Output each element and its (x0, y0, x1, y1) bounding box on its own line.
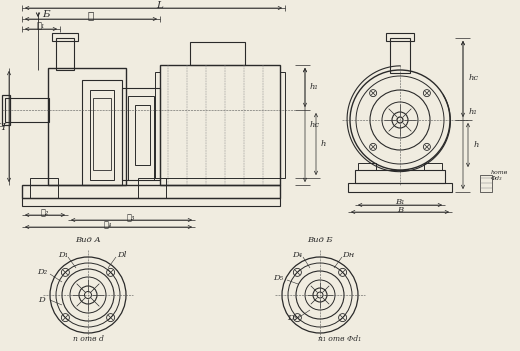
Bar (2, 95, 10, 125)
Bar (135, 105, 150, 165)
Bar (138, 185, 166, 198)
Text: n отв d: n отв d (73, 335, 103, 343)
Text: D₄: D₄ (292, 251, 302, 259)
Bar (424, 163, 442, 170)
Bar (90, 90, 114, 180)
Text: B: B (397, 206, 403, 214)
Text: hотв: hотв (491, 170, 508, 174)
Bar (5, 98, 49, 122)
Bar (122, 88, 160, 180)
Bar (22, 185, 280, 198)
Text: Б: Б (42, 10, 49, 19)
Bar (358, 163, 376, 170)
Bar (30, 185, 58, 198)
Text: D₂: D₂ (37, 268, 47, 276)
Text: ℓ₃: ℓ₃ (127, 214, 135, 222)
Text: Вид Б: Вид Б (307, 236, 333, 244)
Text: D₅: D₅ (273, 274, 283, 282)
Text: L: L (157, 0, 163, 9)
Bar (155, 72, 160, 178)
Bar (48, 68, 126, 185)
Bar (93, 98, 111, 170)
Text: Φd₃: Φd₃ (491, 177, 503, 181)
Bar (30, 178, 58, 185)
Bar (190, 42, 245, 65)
Text: H: H (0, 124, 5, 132)
Text: h: h (321, 140, 327, 148)
Text: ℓ: ℓ (88, 12, 94, 20)
Text: ℓ₁: ℓ₁ (37, 22, 45, 30)
Bar (138, 178, 166, 185)
Text: hc: hc (310, 121, 320, 129)
Text: D₁: D₁ (58, 251, 68, 259)
Bar (128, 96, 154, 180)
Text: ℓ₂: ℓ₂ (41, 209, 49, 217)
Text: h₁: h₁ (469, 108, 478, 116)
Text: n₁ отв Φd₁: n₁ отв Φd₁ (318, 335, 361, 343)
Text: Dl: Dl (118, 251, 127, 259)
Bar (160, 178, 280, 185)
Bar (348, 183, 452, 192)
Bar (22, 198, 280, 206)
Text: ℓ₄: ℓ₄ (104, 221, 112, 229)
Bar (390, 38, 410, 73)
Bar (480, 175, 492, 192)
Bar (56, 38, 74, 70)
Bar (280, 72, 285, 178)
Bar (355, 170, 445, 183)
Bar (52, 33, 78, 41)
Text: h₁: h₁ (310, 83, 319, 91)
Bar (386, 33, 414, 41)
Text: hc: hc (469, 74, 479, 82)
Text: D₃: D₃ (287, 314, 297, 322)
Text: h: h (474, 141, 479, 149)
Text: B₁: B₁ (395, 198, 405, 206)
Bar (160, 65, 280, 185)
Text: Вид А: Вид А (75, 236, 101, 244)
Bar (82, 80, 122, 185)
Text: D: D (38, 296, 45, 304)
Text: Dн: Dн (342, 251, 354, 259)
